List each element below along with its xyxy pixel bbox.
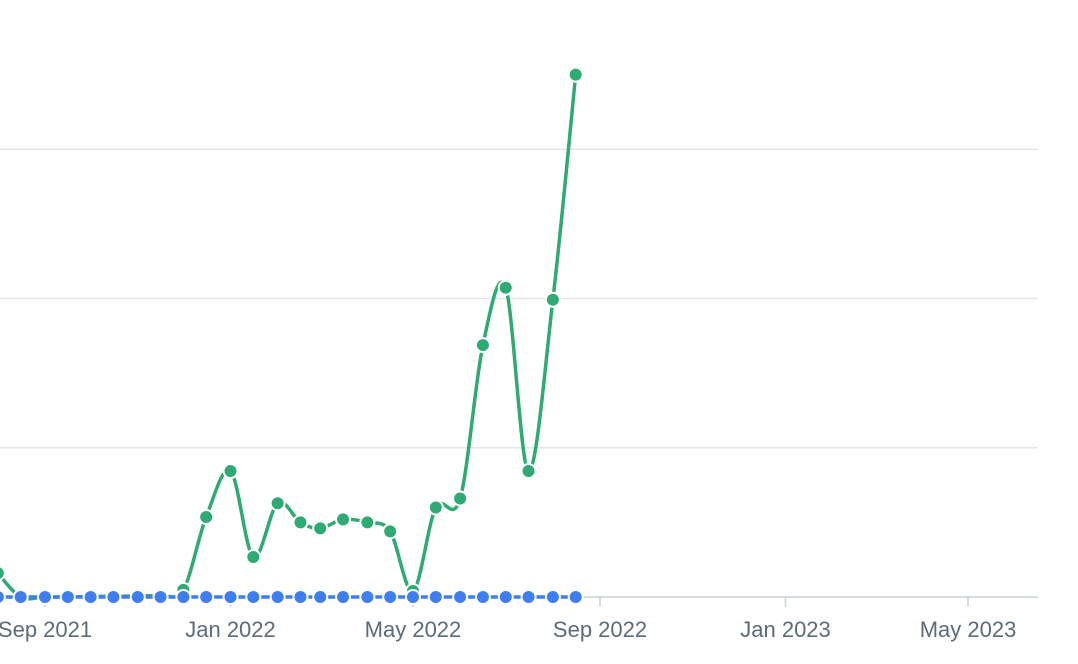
data-point[interactable]: [359, 514, 376, 531]
data-point[interactable]: [544, 291, 561, 308]
data-point[interactable]: [245, 589, 262, 605]
data-point[interactable]: [12, 589, 29, 605]
gridlines: [0, 148, 1038, 598]
data-point[interactable]: [292, 514, 309, 531]
x-tick-label: May 2023: [920, 617, 1017, 642]
data-point[interactable]: [105, 589, 122, 605]
x-tick-label: Sep 2021: [0, 617, 92, 642]
data-point[interactable]: [175, 589, 192, 605]
data-point[interactable]: [404, 589, 421, 605]
data-point[interactable]: [245, 549, 262, 566]
data-point[interactable]: [335, 589, 352, 605]
data-point[interactable]: [152, 589, 169, 605]
x-tick-label: Jan 2022: [185, 617, 276, 642]
data-point[interactable]: [222, 589, 239, 605]
data-point[interactable]: [222, 463, 239, 480]
data-point[interactable]: [520, 463, 537, 480]
data-point[interactable]: [567, 66, 584, 83]
data-point[interactable]: [544, 589, 561, 605]
data-point[interactable]: [382, 523, 399, 540]
data-point[interactable]: [567, 589, 584, 605]
x-tick-label: Sep 2022: [553, 617, 647, 642]
data-point[interactable]: [474, 337, 491, 354]
series-2: [0, 589, 584, 605]
x-tick-label: Jan 2023: [740, 617, 831, 642]
data-point[interactable]: [497, 589, 514, 605]
data-point[interactable]: [269, 495, 286, 512]
data-point[interactable]: [82, 589, 99, 605]
data-point[interactable]: [0, 565, 6, 581]
data-point[interactable]: [59, 589, 76, 605]
data-point[interactable]: [382, 589, 399, 605]
data-point[interactable]: [359, 589, 376, 605]
data-point[interactable]: [269, 589, 286, 605]
data-point[interactable]: [312, 520, 329, 537]
data-point[interactable]: [0, 589, 6, 605]
data-point[interactable]: [520, 589, 537, 605]
series-1: [0, 66, 584, 605]
data-point[interactable]: [129, 589, 146, 605]
series-group: [0, 66, 584, 605]
data-point[interactable]: [37, 589, 53, 605]
data-point[interactable]: [292, 589, 309, 605]
data-point[interactable]: [452, 490, 469, 507]
x-axis: Sep 2021 Jan 2022 May 2022 Sep 2022 Jan 2023…: [0, 597, 1016, 642]
data-point[interactable]: [452, 589, 469, 605]
data-point[interactable]: [474, 589, 491, 605]
data-point[interactable]: [427, 589, 444, 605]
data-point[interactable]: [497, 279, 514, 296]
data-point[interactable]: [427, 499, 444, 516]
data-point[interactable]: [198, 509, 215, 526]
x-tick-label: May 2022: [365, 617, 462, 642]
series-line: [0, 72, 578, 601]
data-point[interactable]: [198, 589, 215, 605]
data-point[interactable]: [312, 589, 329, 605]
data-point[interactable]: [335, 511, 352, 528]
